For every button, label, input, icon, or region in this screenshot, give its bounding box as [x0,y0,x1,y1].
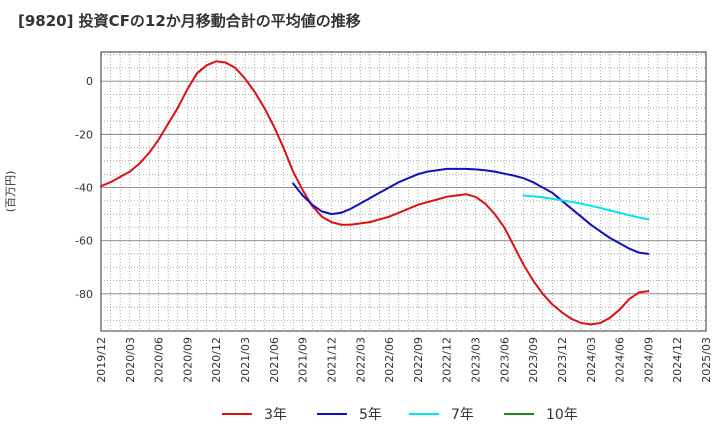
plot-frame [100,51,707,332]
series-layer [100,60,650,326]
legend-label-3: 7年 [451,407,474,423]
y-tick-label: -80 [75,288,93,301]
legend-label-1: 3年 [264,407,287,423]
series-line-2 [292,167,650,255]
x-tick-label: 2023/12 [556,337,569,383]
x-tick-label: 2024/03 [585,337,598,383]
x-tick-label: 2020/06 [153,337,166,383]
x-tick-label: 2021/06 [268,337,281,383]
series-line-3 [522,194,650,221]
axis-layer: 0 -20 -40 -60 -80 2019/12 2020/03 2020/06 2020/0… [4,51,713,383]
y-tick-label: -60 [75,235,93,248]
y-tick-label: -40 [75,182,93,195]
x-tick-label: 2021/09 [297,337,310,383]
x-tick-label: 2024/09 [642,337,655,383]
legend-label-4: 10年 [546,407,578,423]
x-tick-label: 2024/12 [671,337,684,383]
x-tick-label: 2020/03 [124,337,137,383]
x-tick-label: 2024/06 [614,337,627,383]
y-tick-label: -20 [75,128,93,141]
x-tick-label: 2022/03 [354,337,367,383]
x-tick-label: 2025/03 [700,337,713,383]
x-tick-label: 2022/12 [441,337,454,383]
x-tick-label: 2020/12 [210,337,223,383]
x-tick-label: 2020/09 [181,337,194,383]
x-tick-label: 2021/12 [325,337,338,383]
x-tick-label: 2022/09 [412,337,425,383]
chart-title: [9820] 投資CFの12か月移動合計の平均値の推移 [18,12,361,30]
x-tick-label: 2022/06 [383,337,396,383]
x-tick-label: 2023/09 [527,337,540,383]
x-tick-label: 2023/06 [498,337,511,383]
legend-label-2: 5年 [359,407,382,423]
series-line-1 [100,60,650,326]
x-tick-label: 2021/03 [239,337,252,383]
x-tick-label: 2019/12 [95,337,108,383]
y-tick-label: 0 [86,75,93,88]
y-axis-label: (百万円) [4,171,17,213]
grid-layer [100,52,707,331]
legend-layer: 3年 5年 7年 10年 [222,407,578,423]
x-tick-label: 2023/03 [470,337,483,383]
